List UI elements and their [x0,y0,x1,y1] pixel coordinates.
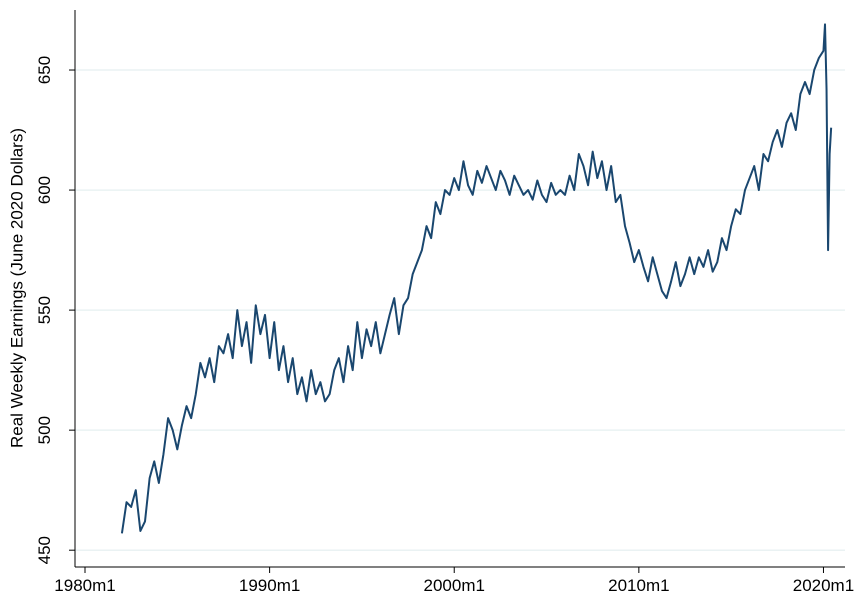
x-tick-label: 2000m1 [424,576,485,595]
x-tick-label: 2020m1 [793,576,854,595]
y-tick-label: 650 [35,56,54,84]
y-tick-label: 450 [35,536,54,564]
y-tick-label: 550 [35,296,54,324]
y-tick-label: 600 [35,176,54,204]
y-axis-title: Real Weekly Earnings (June 2020 Dollars) [7,128,26,448]
x-tick-label: 2010m1 [608,576,669,595]
y-tick-label: 500 [35,416,54,444]
line-series [120,23,833,534]
x-tick-label: 1990m1 [239,576,300,595]
x-tick-label: 1980m1 [54,576,115,595]
